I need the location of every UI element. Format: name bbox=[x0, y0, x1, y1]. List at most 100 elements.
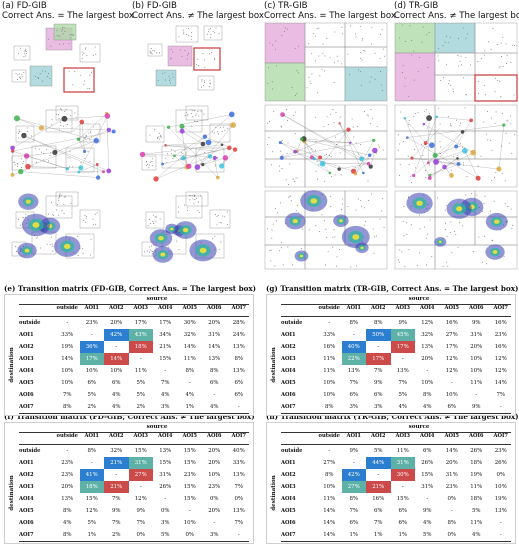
graph-node bbox=[341, 26, 343, 28]
graph-node bbox=[453, 230, 455, 232]
graph-node bbox=[281, 139, 283, 141]
graph-node bbox=[402, 65, 404, 67]
graph-node bbox=[449, 124, 451, 126]
graph-node bbox=[204, 59, 206, 61]
graph-node bbox=[378, 146, 380, 148]
graph-node bbox=[67, 157, 69, 159]
matrix-cell: - bbox=[213, 520, 216, 526]
graph-node bbox=[437, 55, 439, 57]
heatmap-peak bbox=[32, 222, 40, 228]
column-header: AOI5 bbox=[444, 433, 460, 439]
matrix-cell: - bbox=[66, 320, 69, 326]
aoi-box bbox=[264, 22, 306, 64]
graph-node bbox=[413, 79, 415, 81]
graph-node bbox=[149, 223, 151, 225]
fixation-point bbox=[219, 163, 225, 169]
fixation-point bbox=[426, 161, 430, 165]
graph-node bbox=[349, 74, 351, 76]
graph-node bbox=[341, 63, 343, 65]
graph-node bbox=[407, 155, 409, 157]
graph-node bbox=[398, 37, 400, 39]
matrix-cell: 15% bbox=[134, 448, 147, 454]
row-header: AOI1 bbox=[19, 332, 34, 338]
matrix-cell: 11% bbox=[323, 496, 336, 502]
fixation-point bbox=[349, 141, 352, 145]
heatmap-peak bbox=[416, 200, 423, 206]
matrix-cell: 31% bbox=[159, 472, 172, 478]
graph-node bbox=[161, 72, 163, 74]
matrix-cell: 11% bbox=[134, 368, 147, 374]
graph-node bbox=[267, 67, 269, 69]
graph-node bbox=[62, 125, 64, 127]
matrix-cell: 4% bbox=[111, 392, 121, 398]
graph-node bbox=[83, 52, 85, 54]
table-rule bbox=[19, 315, 249, 317]
graph-node bbox=[48, 160, 50, 162]
graph-node bbox=[169, 58, 171, 60]
column-header: outside bbox=[318, 305, 340, 311]
graph-node bbox=[74, 112, 76, 114]
graph-node bbox=[226, 224, 228, 226]
matrix-cell: 21% bbox=[104, 457, 129, 469]
graph-node bbox=[192, 116, 194, 118]
graph-node bbox=[501, 173, 503, 175]
saccade-line bbox=[339, 123, 364, 174]
graph-node bbox=[291, 86, 293, 88]
graph-node bbox=[437, 107, 439, 109]
matrix-cell: 13% bbox=[347, 368, 360, 374]
graph-node bbox=[51, 119, 53, 121]
graph-node bbox=[25, 48, 27, 50]
saccade-line bbox=[106, 113, 109, 171]
aoi-box bbox=[474, 104, 518, 132]
graph-node bbox=[360, 84, 362, 86]
matrix-cell: 15% bbox=[183, 484, 196, 490]
saccade-line bbox=[280, 142, 330, 174]
matrix-cell: - bbox=[450, 380, 453, 386]
graph-node bbox=[360, 57, 362, 59]
matrix-cell: 8% bbox=[349, 496, 359, 502]
graph-node bbox=[77, 254, 79, 256]
graph-node bbox=[58, 199, 60, 201]
graph-node bbox=[152, 158, 154, 160]
row-header: AOI1 bbox=[19, 460, 34, 466]
graph-node bbox=[227, 128, 229, 130]
graph-node bbox=[409, 25, 411, 27]
graph-node bbox=[352, 126, 354, 128]
graph-node bbox=[201, 86, 203, 88]
graph-node bbox=[424, 170, 426, 172]
graph-node bbox=[214, 235, 216, 237]
graph-node bbox=[340, 174, 342, 176]
graph-node bbox=[182, 153, 184, 155]
graph-node bbox=[83, 83, 85, 85]
column-header: AOI5 bbox=[444, 305, 460, 311]
matrix-cell: 8% bbox=[62, 532, 72, 538]
graph-node bbox=[43, 159, 45, 161]
aoi-box bbox=[31, 145, 57, 169]
graph-node bbox=[81, 51, 83, 53]
aoi-box bbox=[394, 216, 436, 246]
graph-node bbox=[442, 265, 444, 267]
graph-node bbox=[357, 126, 359, 128]
graph-node bbox=[197, 58, 199, 60]
graph-node bbox=[25, 213, 27, 215]
saccade-line bbox=[407, 124, 504, 138]
graph-node bbox=[329, 57, 331, 59]
graph-node bbox=[490, 139, 492, 141]
table-rule bbox=[281, 304, 511, 305]
column-header: AOI7 bbox=[231, 305, 247, 311]
graph-node bbox=[269, 250, 271, 252]
graph-node bbox=[447, 116, 449, 118]
graph-node bbox=[292, 178, 294, 180]
column-header: AOI6 bbox=[206, 433, 222, 439]
graph-node bbox=[376, 126, 378, 128]
graph-node bbox=[146, 161, 148, 163]
graph-node bbox=[85, 47, 87, 49]
graph-node bbox=[185, 33, 187, 35]
graph-node bbox=[398, 143, 400, 145]
graph-node bbox=[159, 52, 161, 54]
graph-node bbox=[90, 131, 92, 133]
heatmap-peak bbox=[456, 206, 463, 212]
graph-node bbox=[449, 84, 451, 86]
graph-node bbox=[37, 236, 39, 238]
destination-label: destination bbox=[9, 347, 15, 383]
